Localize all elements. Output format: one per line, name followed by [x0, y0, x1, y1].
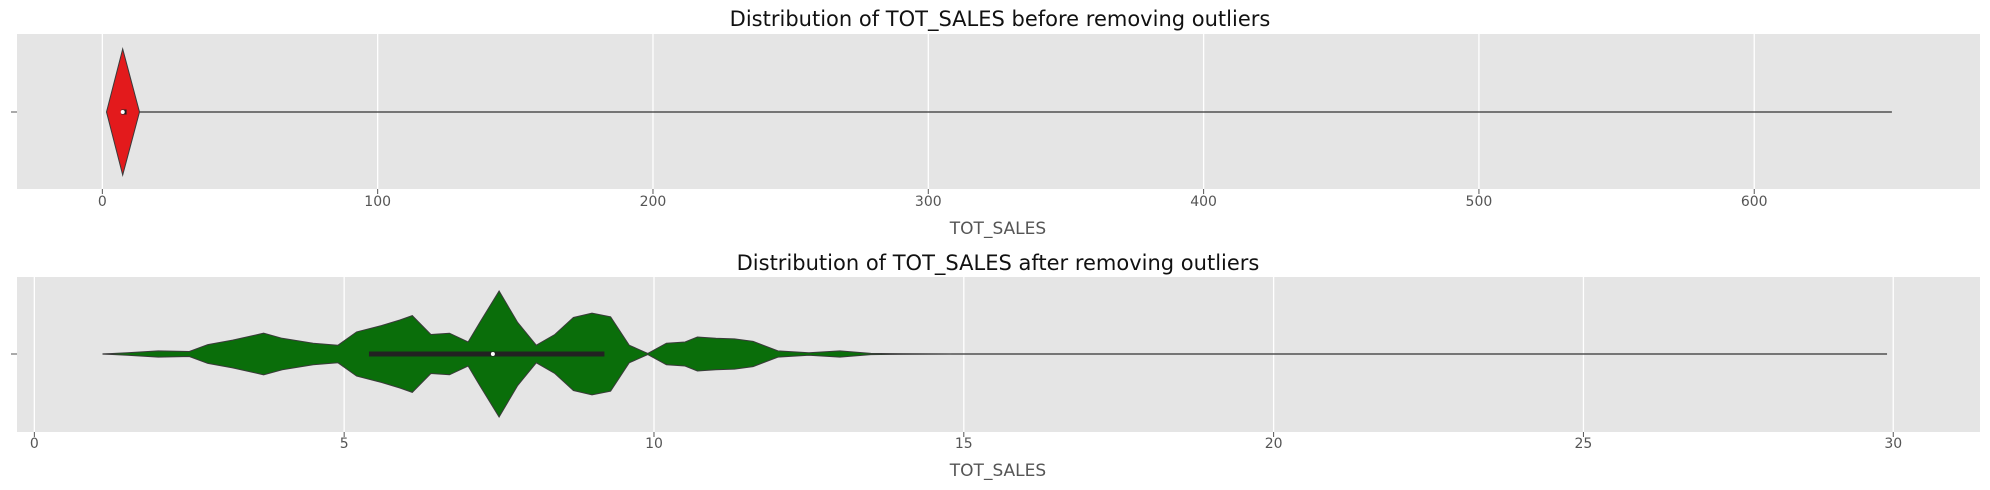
violin-before	[105, 47, 1892, 177]
x-axis-ticks-after: 0 5 10 15 20 25 30	[30, 432, 1902, 452]
x-tick-label: 5	[340, 436, 349, 452]
x-tick-label: 400	[1190, 194, 1217, 210]
chart-title-after: Distribution of TOT_SALES after removing…	[737, 251, 1260, 276]
median-marker	[490, 352, 495, 356]
x-axis-label-before: TOT_SALES	[949, 219, 1046, 239]
x-tick-label: 0	[30, 436, 39, 452]
chart-panel-before: Distribution of TOT_SALES before removin…	[11, 7, 1980, 239]
x-tick-label: 100	[364, 194, 391, 210]
x-tick-label: 15	[955, 436, 973, 452]
x-tick-label: 25	[1575, 436, 1593, 452]
chart-title-before: Distribution of TOT_SALES before removin…	[730, 7, 1271, 32]
x-tick-label: 0	[98, 194, 107, 210]
violin-after	[102, 290, 1888, 418]
x-tick-label: 300	[915, 194, 942, 210]
chart-panel-after: Distribution of TOT_SALES after removing…	[11, 251, 1980, 481]
x-tick-label: 600	[1741, 194, 1768, 210]
x-tick-label: 500	[1466, 194, 1493, 210]
x-tick-label: 10	[645, 436, 663, 452]
x-tick-label: 30	[1884, 436, 1902, 452]
x-axis-label-after: TOT_SALES	[949, 461, 1046, 481]
x-axis-ticks-before: 0 100 200 300 400 500 600	[98, 189, 1768, 210]
x-tick-label: 200	[640, 194, 667, 210]
x-tick-label: 20	[1265, 436, 1283, 452]
median-marker	[120, 110, 125, 114]
